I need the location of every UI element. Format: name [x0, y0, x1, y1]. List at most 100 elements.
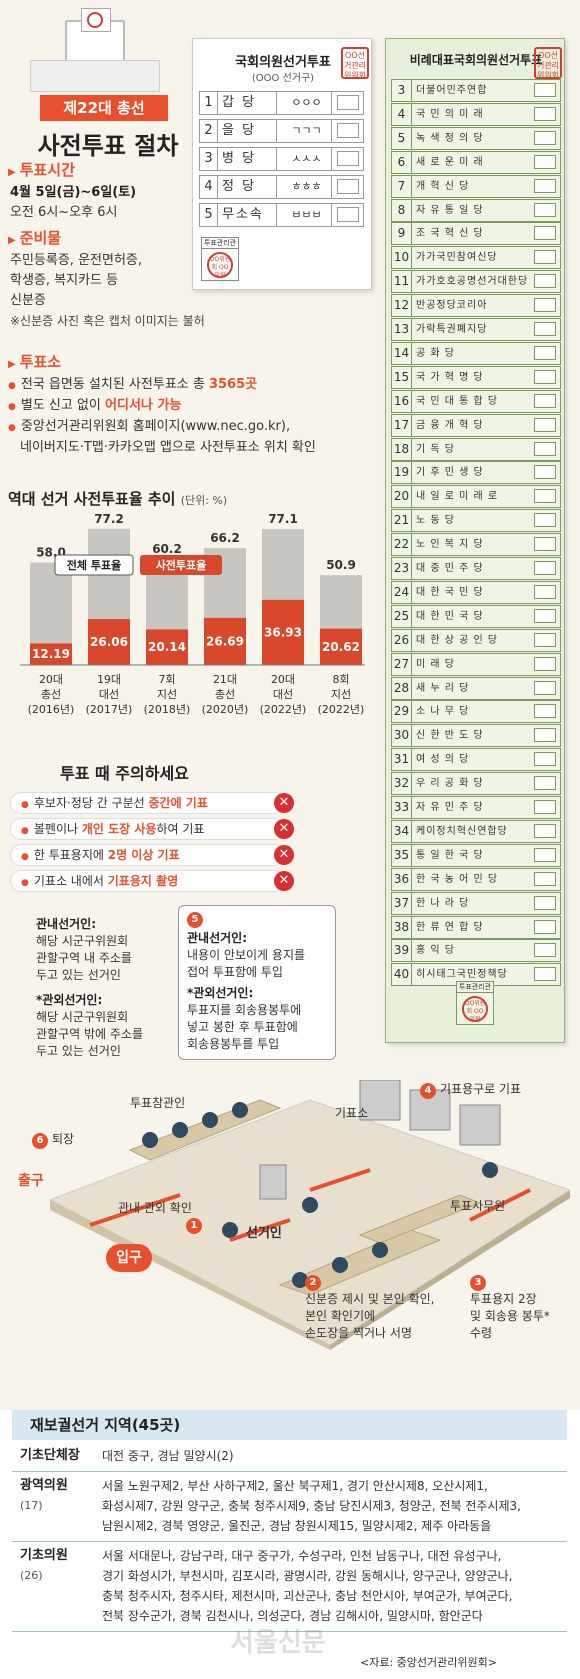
- pr-ballot-number: 9: [392, 223, 412, 245]
- pr-ballot-vote-box[interactable]: [534, 632, 556, 647]
- pr-ballot-vote-box[interactable]: [534, 417, 556, 432]
- total-turnout-label: 77.1: [268, 512, 298, 526]
- x-tick-label: 지선: [331, 688, 351, 701]
- pr-ballot-party: 여 성 의 당: [416, 754, 470, 766]
- step5-line3: 투표지를 회송용봉투에: [187, 1003, 302, 1017]
- pr-ballot-vote-box[interactable]: [534, 202, 556, 217]
- step3-line3: 수령: [470, 1326, 493, 1340]
- pr-ballot-vote-box[interactable]: [534, 967, 556, 982]
- caution-text: 한 투표용지에: [33, 848, 108, 862]
- pr-ballot-party: 녹 색 정 의 당: [416, 132, 484, 144]
- prohibited-icon: ✕: [274, 871, 294, 891]
- step4-text: 기표용구로 기표: [440, 1082, 522, 1096]
- by-election-region-line: 서울 서대문나, 강남구라, 대구 중구가, 수성구라, 인천 남동구나, 대전…: [102, 1549, 502, 1563]
- early-turnout-label: 20.62: [322, 640, 360, 654]
- district-ballot-vote-box[interactable]: [337, 95, 359, 110]
- pr-ballot-number: 24: [392, 581, 412, 603]
- early-turnout-bar: [262, 599, 304, 665]
- pr-ballot-vote-box[interactable]: [534, 919, 556, 934]
- pr-ballot-vote-box[interactable]: [534, 680, 556, 695]
- legend-total-label: 전체 투표율: [67, 558, 121, 572]
- pr-ballot-vote-box[interactable]: [534, 823, 556, 838]
- pr-ballot-number: 33: [392, 797, 412, 818]
- by-election-category-label: 기초의원: [20, 1548, 68, 1563]
- pr-ballot-vote-box[interactable]: [534, 130, 556, 145]
- pr-ballot-number: 13: [392, 319, 412, 340]
- pr-ballot-vote-box[interactable]: [534, 871, 556, 886]
- pr-ballot-row: 16 국 민 대 통 합 당: [391, 389, 561, 413]
- pr-ballot-number: 6: [392, 151, 412, 173]
- pr-ballot-number: 29: [392, 701, 412, 723]
- early-turnout-label: 26.06: [90, 635, 128, 649]
- pr-ballot-party: 대 한 상 공 인 당: [416, 634, 499, 646]
- pr-ballot-vote-box[interactable]: [534, 345, 556, 360]
- page-title: 사전투표 절차: [37, 132, 179, 160]
- pr-ballot-party: 한 류 연 합 당: [416, 921, 484, 933]
- legend-early-box: [140, 555, 222, 575]
- district-ballot-vote-box[interactable]: [337, 123, 359, 138]
- pr-ballot-vote-box[interactable]: [534, 776, 556, 791]
- caution-text: 기표소 내에서: [33, 874, 108, 888]
- pr-ballot-vote-box[interactable]: [534, 561, 556, 575]
- pr-ballot-number: 17: [392, 414, 412, 436]
- pr-ballot-vote-box[interactable]: [534, 322, 556, 336]
- pr-ballot-party: 우 리 공 화 당: [416, 778, 484, 790]
- by-election-category-count: (26): [20, 1569, 43, 1582]
- pr-ballot-vote-box[interactable]: [534, 584, 556, 599]
- pr-ballot-vote-box[interactable]: [534, 847, 556, 862]
- pr-ballot-number: 16: [392, 390, 412, 412]
- step1-number: 1: [186, 1218, 202, 1234]
- district-ballot-vote-box[interactable]: [337, 151, 359, 166]
- pr-ballot-row: 28 새 누 리 당: [391, 676, 561, 700]
- pr-ballot-row: 4 국 민 의 미 래: [391, 102, 561, 126]
- x-tick-label: 총선: [215, 688, 235, 701]
- by-election-region-line: 경기 화성시가, 부천시마, 김포시라, 광명시라, 강원 동해시나, 양구군나…: [102, 1569, 513, 1583]
- district-ballot-vote-box[interactable]: [337, 207, 359, 222]
- pr-ballot-vote-box[interactable]: [534, 154, 556, 169]
- step5-local-title: 관내선거인:: [187, 931, 247, 945]
- pr-ballot-vote-box[interactable]: [534, 608, 556, 623]
- pr-ballot-vote-box[interactable]: [534, 106, 556, 121]
- step6-label: 6 퇴장: [32, 1130, 74, 1149]
- pr-ballot-row: 40 히시태그국민정책당: [391, 963, 561, 987]
- pr-ballot-vote-box[interactable]: [534, 226, 556, 241]
- pr-ballot-vote-box[interactable]: [534, 465, 556, 480]
- pr-ballot-vote-box[interactable]: [534, 943, 556, 958]
- worker-label: 투표사무원: [450, 1199, 506, 1213]
- pr-ballot-vote-box[interactable]: [534, 83, 556, 97]
- step5-outside-title: *관외선거인:: [187, 986, 254, 1000]
- pr-ballot-party: 미 래 당: [416, 658, 455, 670]
- district-ballot-vote-box[interactable]: [337, 179, 359, 194]
- pr-ballot-vote-box[interactable]: [534, 250, 556, 265]
- by-election-category-label: 기초단체장: [20, 1448, 80, 1463]
- pr-ballot-vote-box[interactable]: [534, 752, 556, 767]
- pr-ballot-vote-box[interactable]: [534, 656, 556, 671]
- pr-ballot-vote-box[interactable]: [534, 489, 556, 504]
- step3-line2: 및 회송용 봉투*: [470, 1309, 550, 1323]
- pr-ballot-vote-box[interactable]: [534, 441, 556, 456]
- pr-ballot-vote-box[interactable]: [534, 369, 556, 384]
- pr-ballot-vote-box[interactable]: [534, 274, 556, 289]
- pr-ballot-number: 3: [392, 80, 412, 101]
- district-ballot-number: 2: [200, 120, 218, 142]
- pr-ballot-vote-box[interactable]: [534, 800, 556, 814]
- legend-total-box: [54, 554, 134, 576]
- pr-ballot-party: 국 민 의 미 래: [416, 108, 484, 120]
- pr-ballot-vote-box[interactable]: [534, 393, 556, 408]
- pr-ballot-vote-box[interactable]: [534, 513, 556, 528]
- prohibited-icon: ✕: [274, 793, 294, 813]
- pr-ballot-number: 37: [392, 892, 412, 914]
- pr-ballot-vote-box[interactable]: [534, 704, 556, 719]
- pr-ballot-row: 11 가가호호공명선거대한당: [391, 270, 561, 294]
- pr-ballot-vote-box[interactable]: [534, 178, 556, 193]
- pr-ballot-row: 21 노 동 당: [391, 509, 561, 533]
- district-ballot-candidate: ㅅㅅㅅ: [282, 148, 332, 170]
- by-election-category: 기초단체장: [20, 1446, 100, 1466]
- pr-ballot-vote-box[interactable]: [534, 728, 556, 743]
- pr-ballot-vote-box[interactable]: [534, 298, 556, 313]
- pr-ballot-vote-box[interactable]: [534, 537, 556, 552]
- pr-ballot-row: 9 조 국 혁 신 당: [391, 222, 561, 246]
- pr-ballot-vote-box[interactable]: [534, 895, 556, 910]
- by-election-title: 재보궐선거 지역(45곳): [12, 1410, 567, 1440]
